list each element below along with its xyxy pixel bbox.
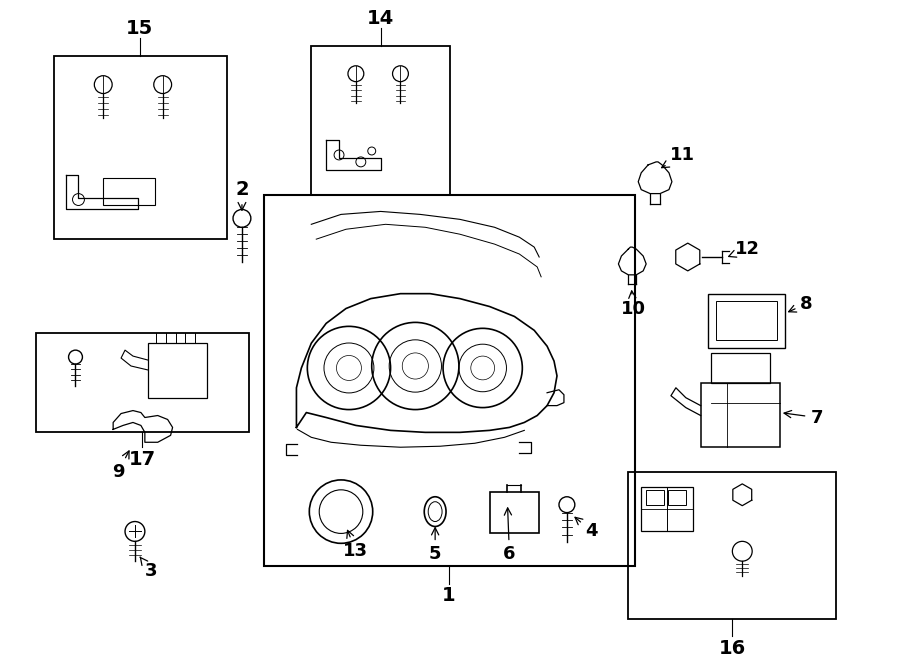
Text: 17: 17 <box>129 449 156 469</box>
Text: 11: 11 <box>662 146 696 168</box>
Bar <box>701 383 780 447</box>
Bar <box>711 353 770 383</box>
Bar <box>716 301 777 340</box>
Bar <box>707 293 785 348</box>
Text: 14: 14 <box>367 9 394 28</box>
Text: 15: 15 <box>126 19 154 38</box>
Text: 8: 8 <box>788 295 813 313</box>
Bar <box>148 343 207 398</box>
Bar <box>36 333 249 432</box>
Text: 6: 6 <box>503 508 516 563</box>
Text: 16: 16 <box>719 639 746 658</box>
Text: 12: 12 <box>729 240 760 258</box>
Bar <box>54 56 227 239</box>
Bar <box>311 46 450 194</box>
Text: 1: 1 <box>442 586 455 605</box>
Bar <box>646 490 664 505</box>
Text: 4: 4 <box>575 518 598 541</box>
Text: 9: 9 <box>112 451 129 481</box>
Bar <box>490 492 539 533</box>
Text: 7: 7 <box>784 408 823 426</box>
Text: 13: 13 <box>344 530 368 561</box>
Text: 5: 5 <box>429 527 441 563</box>
Bar <box>668 490 686 505</box>
Bar <box>104 178 155 206</box>
Bar <box>264 194 635 566</box>
Text: 3: 3 <box>140 557 157 580</box>
Text: 10: 10 <box>621 291 646 317</box>
Text: 2: 2 <box>235 180 248 210</box>
Bar <box>641 487 693 531</box>
Bar <box>628 472 836 619</box>
